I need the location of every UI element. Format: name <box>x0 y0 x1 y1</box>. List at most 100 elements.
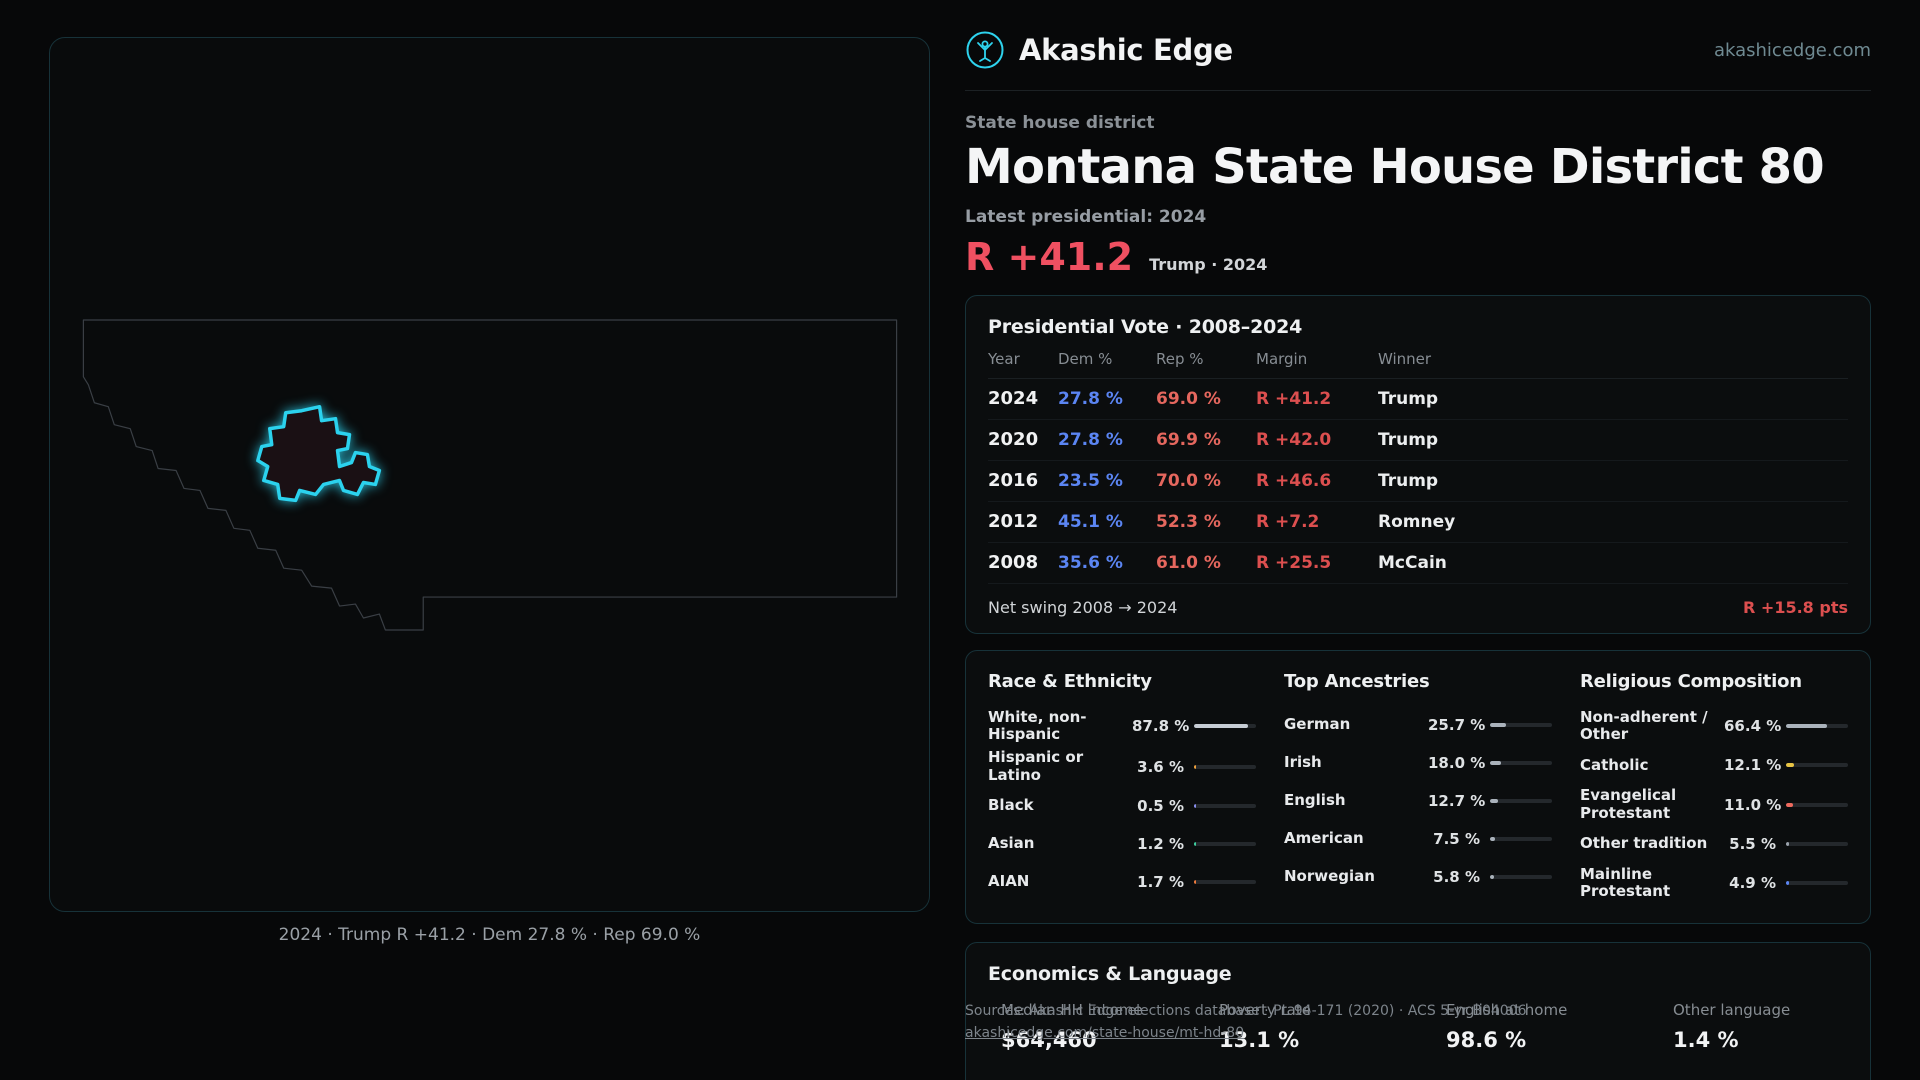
headline-margin: R +41.2 <box>965 234 1134 279</box>
bar-fill <box>1490 836 1495 841</box>
bar-track <box>1490 836 1552 841</box>
demo-value: 0.5 % <box>1137 796 1184 815</box>
demo-label: English <box>1284 791 1346 810</box>
right-column: Akashic Edge akashicedge.com State house… <box>965 30 1871 1080</box>
district-shape[interactable] <box>256 404 382 503</box>
list-item: Mainline Protestant 4.9 % <box>1580 863 1848 904</box>
demo-label: White, non-Hispanic <box>988 707 1087 744</box>
list-item: Non-adherent / Other 66.4 % <box>1580 706 1848 747</box>
stat-other-language: Other language 1.4 % <box>1673 1001 1848 1052</box>
cell-margin: R +41.2 <box>1256 388 1332 409</box>
bar-track <box>1194 724 1256 729</box>
bar-track <box>1194 803 1256 808</box>
demo-label: Other tradition <box>1580 834 1708 853</box>
col-rep: Rep % <box>1156 349 1204 368</box>
table-row: 2008 35.6 % 61.0 % R +25.5 McCain <box>988 543 1848 584</box>
cell-year: 2016 <box>988 470 1039 492</box>
demo-label: German <box>1284 715 1351 734</box>
list-item: Hispanic or Latino 3.6 % <box>988 746 1256 787</box>
religion-column: Religious Composition Non-adherent / Oth… <box>1580 671 1848 904</box>
demo-value: 1.7 % <box>1137 872 1184 891</box>
bar-track <box>1786 841 1848 846</box>
race-title: Race & Ethnicity <box>988 670 1152 692</box>
bar-track <box>1786 881 1848 886</box>
cell-margin: R +25.5 <box>1256 552 1332 573</box>
list-item: Asian 1.2 % <box>988 825 1256 863</box>
bar-fill <box>1194 803 1197 808</box>
demo-value: 5.8 % <box>1433 867 1480 886</box>
cell-margin: R +46.6 <box>1256 470 1332 491</box>
stat-value: 13.1 % <box>1219 1028 1300 1053</box>
demo-label: Evangelical Protestant <box>1580 786 1677 822</box>
demo-value: 4.9 % <box>1729 874 1776 893</box>
demo-value: 18.0 % <box>1428 753 1486 772</box>
demo-label: Mainline Protestant <box>1580 864 1671 901</box>
bar-track <box>1490 722 1552 727</box>
stat-label: English at home <box>1446 1001 1568 1020</box>
demo-label: AIAN <box>988 872 1030 891</box>
economics-stats: Median HH income $64,460 Poverty rate 13… <box>988 1001 1848 1052</box>
cell-winner: McCain <box>1378 552 1447 573</box>
brand-logo-icon <box>965 30 1005 70</box>
demo-label: Irish <box>1284 753 1322 772</box>
cell-rep: 52.3 % <box>1156 511 1221 532</box>
list-item: American 7.5 % <box>1284 820 1552 858</box>
cell-year: 2024 <box>988 388 1039 410</box>
map-caption: 2024 · Trump R +41.2 · Dem 27.8 % · Rep … <box>278 925 701 945</box>
cell-margin: R +7.2 <box>1256 511 1320 532</box>
map-panel <box>49 37 930 912</box>
cell-winner: Trump <box>1378 388 1439 409</box>
demo-label: Catholic <box>1580 755 1649 774</box>
list-item: Irish 18.0 % <box>1284 744 1552 782</box>
montana-map <box>82 319 898 631</box>
demo-label: Norwegian <box>1284 867 1375 886</box>
economics-title: Economics & Language <box>988 963 1232 986</box>
demo-value: 66.4 % <box>1724 717 1782 736</box>
bar-fill <box>1194 841 1197 846</box>
demo-value: 12.7 % <box>1428 791 1486 810</box>
stat-median-income: Median HH income $64,460 <box>1001 1001 1219 1052</box>
bar-fill <box>1786 881 1790 886</box>
stat-label: Other language <box>1673 1001 1791 1020</box>
bar-fill <box>1786 763 1794 768</box>
list-item: White, non-Hispanic 87.8 % <box>988 706 1256 747</box>
stat-english-at-home: English at home 98.6 % <box>1446 1001 1673 1052</box>
table-row: 2016 23.5 % 70.0 % R +46.6 Trump <box>988 461 1848 502</box>
religion-title: Religious Composition <box>1580 670 1802 692</box>
bar-fill <box>1786 724 1828 729</box>
col-margin: Margin <box>1256 349 1308 368</box>
cell-rep: 61.0 % <box>1156 552 1221 573</box>
ancestries-column: Top Ancestries German 25.7 % Irish 18.0 … <box>1284 671 1552 904</box>
cell-year: 2008 <box>988 552 1039 574</box>
brand-name: Akashic Edge <box>1019 33 1233 67</box>
presidential-header-row: Year Dem % Rep % Margin Winner <box>988 350 1848 379</box>
kicker: State house district <box>965 113 1155 133</box>
demo-value: 11.0 % <box>1724 795 1782 814</box>
table-row: 2020 27.8 % 69.9 % R +42.0 Trump <box>988 420 1848 461</box>
demo-label: Asian <box>988 834 1035 853</box>
sources-permalink[interactable]: akashicedge.com/state-house/mt-hd-80 <box>965 1025 1245 1042</box>
cell-winner: Romney <box>1378 511 1456 532</box>
bar-track <box>1490 874 1552 879</box>
net-swing-value: R +15.8 pts <box>1743 597 1848 617</box>
list-item: Catholic 12.1 % <box>1580 746 1848 784</box>
state-outline <box>82 319 898 631</box>
net-swing-label: Net swing 2008 → 2024 <box>988 597 1178 617</box>
headline-context: Trump · 2024 <box>1149 254 1268 274</box>
site-header: Akashic Edge akashicedge.com <box>965 30 1871 91</box>
latest-label: Latest presidential: 2024 <box>965 206 1207 227</box>
bar-fill <box>1786 841 1790 846</box>
bar-fill <box>1490 760 1502 765</box>
cell-dem: 35.6 % <box>1058 552 1123 573</box>
stat-poverty-rate: Poverty rate 13.1 % <box>1219 1001 1446 1052</box>
bar-fill <box>1786 802 1793 807</box>
list-item: Norwegian 5.8 % <box>1284 858 1552 896</box>
list-item: Evangelical Protestant 11.0 % <box>1580 784 1848 825</box>
brand-domain-link[interactable]: akashicedge.com <box>1713 39 1871 61</box>
cell-margin: R +42.0 <box>1256 429 1332 450</box>
list-item: AIAN 1.7 % <box>988 863 1256 901</box>
col-dem: Dem % <box>1058 349 1113 368</box>
list-item: Other tradition 5.5 % <box>1580 825 1848 863</box>
demo-value: 87.8 % <box>1132 717 1190 736</box>
